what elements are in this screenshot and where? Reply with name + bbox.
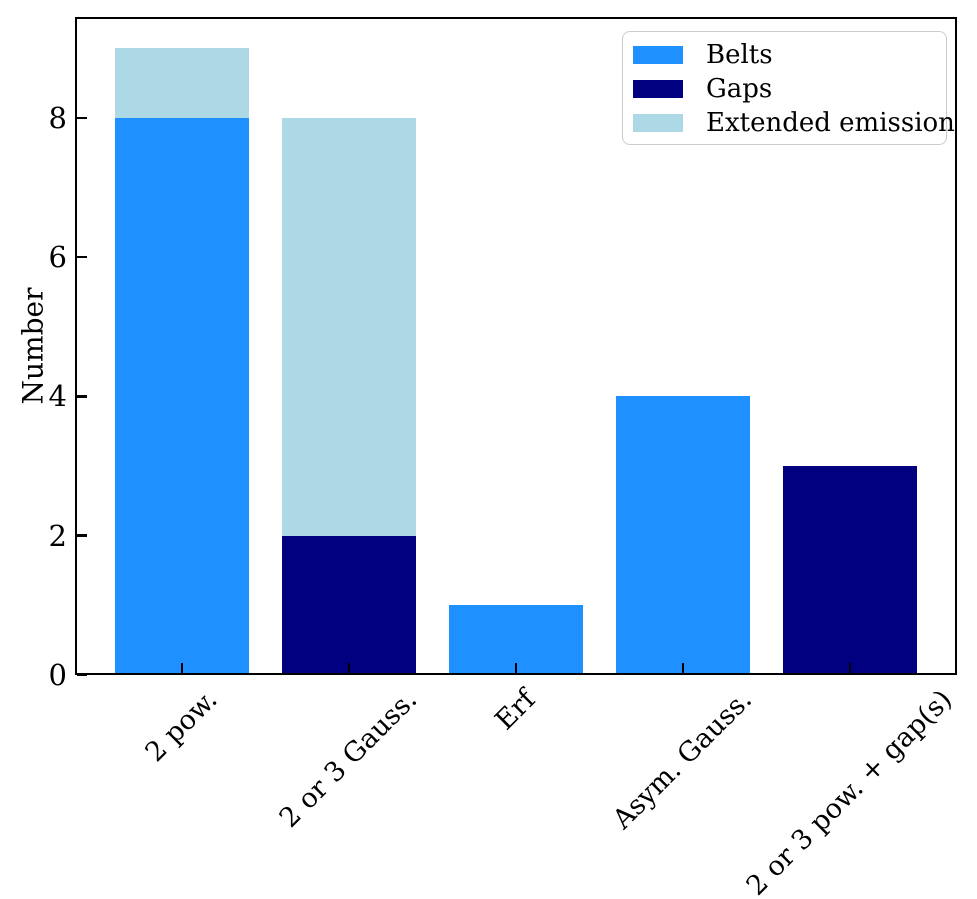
legend-label-belts: Belts (706, 40, 773, 70)
y-tick-mark (77, 116, 87, 120)
x-tick-label: 2 or 3 Gauss. (273, 684, 424, 834)
legend-swatch-gaps-icon (633, 80, 683, 98)
y-tick-mark (77, 395, 87, 398)
legend-item-gaps: Gaps (633, 72, 936, 106)
bar-segment (115, 48, 249, 118)
y-tick-mark (77, 534, 87, 537)
x-tick-mark (347, 663, 351, 673)
legend-swatch-extended-emission-icon (633, 114, 683, 132)
legend-item-extended-emission: Extended emission (633, 106, 955, 140)
legend-item-belts: Belts (633, 38, 936, 72)
legend-label-extended-emission: Extended emission (706, 108, 955, 138)
y-tick-label: 0 (48, 658, 67, 692)
x-tick-label: Asym. Gauss. (606, 684, 759, 836)
y-tick-label: 8 (48, 100, 67, 135)
bar-segment (783, 466, 917, 675)
y-tick-label: 6 (48, 240, 67, 275)
x-tick-label: Erf (489, 684, 542, 737)
x-tick-mark (848, 663, 852, 673)
legend-label-gaps: Gaps (706, 74, 773, 104)
x-tick-label: 2 or 3 pow. + gap(s) (740, 684, 959, 899)
bar-segment (282, 117, 416, 536)
x-tick-mark (681, 663, 685, 673)
y-tick-mark (77, 255, 87, 259)
legend-swatch-belts-icon (633, 46, 683, 64)
bar-segment (282, 535, 416, 675)
legend: Belts Gaps Extended emission (622, 31, 955, 145)
y-tick-label: 2 (48, 518, 67, 553)
bar-segment (115, 117, 249, 675)
x-tick-label: 2 pow. (139, 684, 224, 769)
bar-segment (616, 396, 750, 675)
x-tick-mark (514, 663, 518, 673)
y-tick-mark (77, 673, 87, 677)
x-tick-mark (180, 663, 184, 673)
y-tick-label: 4 (48, 379, 67, 414)
